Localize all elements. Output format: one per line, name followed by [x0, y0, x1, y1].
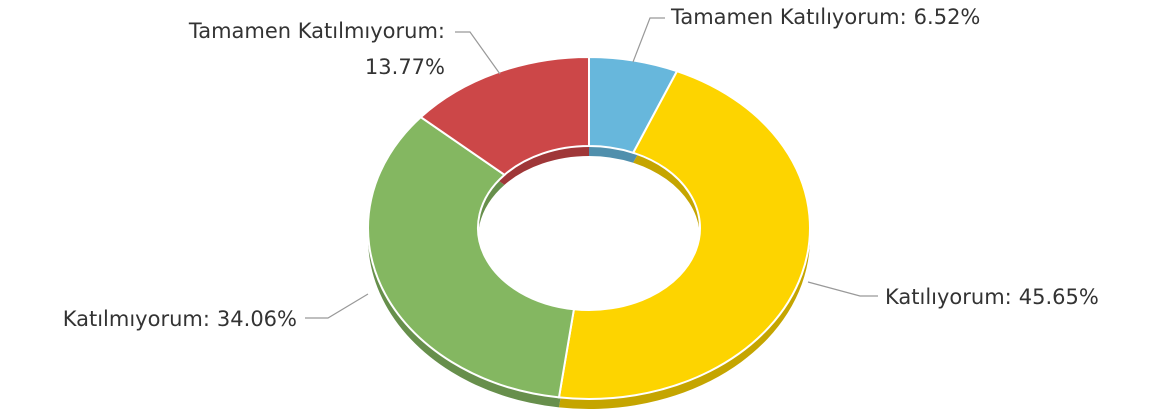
slice-category: Tamamen Katılıyorum:	[670, 5, 907, 29]
slice-category: Katılıyorum:	[885, 285, 1012, 309]
slice-value-label: 13.77%	[365, 55, 445, 79]
slice	[557, 69, 811, 400]
leader-line	[807, 281, 878, 297]
slice-value-label: 45.65%	[1019, 285, 1099, 309]
slice-value-label: 6.52%	[914, 5, 981, 29]
leader-line	[632, 17, 665, 63]
slice-label: Katılıyorum: 45.65%	[885, 285, 1099, 309]
slice-category: Katılmıyorum:	[63, 307, 210, 331]
slice-value-label: 34.06%	[217, 307, 297, 331]
slice-label: Tamamen Katılmıyorum:	[188, 19, 445, 43]
leader-line	[455, 31, 501, 75]
slice-label: Katılmıyorum: 34.06%	[63, 307, 297, 331]
slice-label: Tamamen Katılıyorum: 6.52%	[670, 5, 980, 29]
leader-line	[305, 293, 369, 319]
slice	[419, 55, 590, 177]
slice	[367, 115, 576, 399]
